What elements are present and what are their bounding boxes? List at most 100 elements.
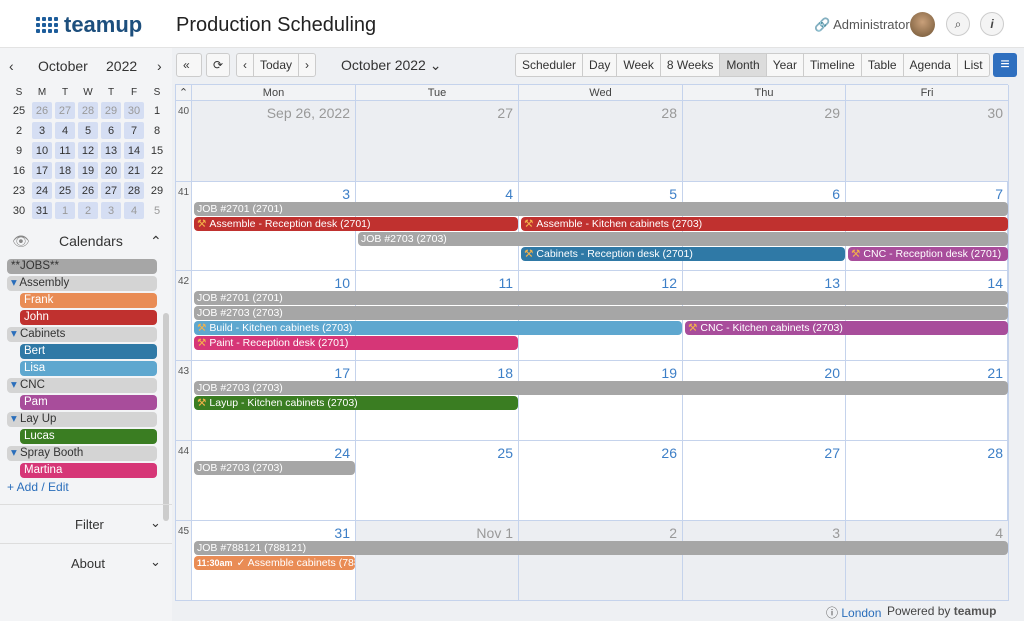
mini-day[interactable]: 3 bbox=[101, 202, 121, 219]
mini-day[interactable]: 3 bbox=[32, 122, 52, 139]
event-bar[interactable]: JOB #788121 (788121) bbox=[194, 541, 1008, 555]
mini-day[interactable]: 7 bbox=[124, 122, 144, 139]
mini-day[interactable]: 5 bbox=[78, 122, 98, 139]
mini-day[interactable]: 25 bbox=[55, 182, 75, 199]
mini-day[interactable]: 14 bbox=[124, 142, 144, 159]
day-cell[interactable]: 20 bbox=[683, 361, 846, 441]
day-number[interactable]: 20 bbox=[824, 365, 840, 381]
day-cell[interactable]: Sep 26, 2022 bbox=[192, 101, 356, 182]
event-bar[interactable]: ⚒ Layup - Kitchen cabinets (2703) bbox=[194, 396, 518, 410]
caret-down-icon[interactable]: ▾ bbox=[11, 413, 20, 425]
mini-day[interactable]: 16 bbox=[12, 164, 26, 177]
view-table[interactable]: Table bbox=[862, 54, 904, 76]
event-bar[interactable]: ⚒ Build - Kitchen cabinets (2703) bbox=[194, 321, 682, 335]
scrollbar[interactable] bbox=[163, 313, 169, 521]
mini-day[interactable]: 22 bbox=[150, 164, 164, 177]
caret-down-icon[interactable]: ▾ bbox=[11, 277, 20, 289]
mini-day[interactable]: 29 bbox=[150, 184, 164, 197]
mini-day[interactable]: 19 bbox=[78, 162, 98, 179]
day-cell[interactable]: 28 bbox=[519, 101, 683, 182]
search-button[interactable]: ⌕ bbox=[946, 12, 970, 36]
event-bar[interactable]: ⚒ Cabinets - Reception desk (2701) bbox=[521, 247, 845, 261]
event-bar[interactable]: JOB #2703 (2703) bbox=[358, 232, 1008, 246]
view-week[interactable]: Week bbox=[617, 54, 661, 76]
view-scheduler[interactable]: Scheduler bbox=[516, 54, 584, 76]
day-cell[interactable]: 25 bbox=[356, 441, 519, 521]
view-timeline[interactable]: Timeline bbox=[804, 54, 862, 76]
user-link[interactable]: 🔗 Administrator bbox=[814, 17, 910, 32]
day-cell[interactable]: 27 bbox=[356, 101, 519, 182]
day-number[interactable]: 5 bbox=[669, 186, 677, 202]
view-8-weeks[interactable]: 8 Weeks bbox=[661, 54, 721, 76]
mini-day[interactable]: 21 bbox=[124, 162, 144, 179]
about-section[interactable]: About ⌄ bbox=[0, 543, 172, 581]
day-number[interactable]: 18 bbox=[497, 365, 513, 381]
mini-day[interactable]: 24 bbox=[32, 182, 52, 199]
eye-icon[interactable]: 👁 bbox=[12, 233, 30, 249]
calendar-item[interactable]: Lisa bbox=[20, 361, 157, 376]
collapse-rows-button[interactable]: ⌃ bbox=[176, 85, 192, 101]
day-cell[interactable]: 18 bbox=[356, 361, 519, 441]
calendar-item[interactable]: ▾ Lay Up bbox=[7, 412, 157, 427]
day-cell[interactable]: 4 bbox=[356, 182, 519, 271]
mini-day[interactable]: 30 bbox=[124, 102, 144, 119]
day-number[interactable]: 21 bbox=[987, 365, 1003, 381]
prev-month-button[interactable]: ‹ bbox=[9, 58, 14, 74]
mini-day[interactable]: 13 bbox=[101, 142, 121, 159]
day-number[interactable]: 19 bbox=[661, 365, 677, 381]
mini-day[interactable]: 31 bbox=[32, 202, 52, 219]
calendar-item[interactable]: **JOBS** bbox=[7, 259, 157, 274]
mini-day[interactable]: 29 bbox=[101, 102, 121, 119]
event-bar[interactable]: ⚒ CNC - Kitchen cabinets (2703) bbox=[685, 321, 1008, 335]
day-number[interactable]: 25 bbox=[497, 445, 513, 461]
day-cell[interactable]: 28 bbox=[846, 441, 1009, 521]
day-number[interactable]: 4 bbox=[995, 525, 1003, 541]
mini-day[interactable]: 20 bbox=[101, 162, 121, 179]
today-button[interactable]: Today bbox=[254, 54, 300, 76]
mini-day[interactable]: 2 bbox=[15, 124, 23, 137]
mini-day[interactable]: 27 bbox=[55, 102, 75, 119]
mini-day[interactable]: 6 bbox=[101, 122, 121, 139]
day-number[interactable]: Sep 26, 2022 bbox=[266, 105, 350, 121]
day-number[interactable]: 2 bbox=[669, 525, 677, 541]
mini-day[interactable]: 4 bbox=[55, 122, 75, 139]
mini-day[interactable]: 28 bbox=[78, 102, 98, 119]
add-edit-link[interactable]: + Add / Edit bbox=[7, 480, 69, 494]
mini-day[interactable]: 18 bbox=[55, 162, 75, 179]
mini-day[interactable]: 27 bbox=[101, 182, 121, 199]
day-number[interactable]: 30 bbox=[987, 105, 1003, 121]
day-number[interactable]: 31 bbox=[334, 525, 350, 541]
day-number[interactable]: 27 bbox=[824, 445, 840, 461]
period-selector[interactable]: October 2022 ⌄ bbox=[341, 57, 442, 73]
mini-day[interactable]: 9 bbox=[15, 144, 23, 157]
day-number[interactable]: Nov 1 bbox=[476, 525, 513, 541]
day-number[interactable]: 28 bbox=[661, 105, 677, 121]
day-number[interactable]: 6 bbox=[832, 186, 840, 202]
mini-day[interactable]: 10 bbox=[32, 142, 52, 159]
day-cell[interactable]: 2 bbox=[519, 521, 683, 601]
event-bar[interactable]: JOB #2701 (2701) bbox=[194, 202, 1008, 216]
day-cell[interactable]: 31 bbox=[192, 521, 356, 601]
timezone-link[interactable]: ⓘ London bbox=[826, 606, 882, 620]
day-number[interactable]: 26 bbox=[661, 445, 677, 461]
day-cell[interactable]: Nov 1 bbox=[356, 521, 519, 601]
calendar-item[interactable]: ▾ Assembly bbox=[7, 276, 157, 291]
teamup-logo[interactable]: teamup bbox=[36, 12, 142, 38]
chevron-up-icon[interactable]: ⌃ bbox=[150, 233, 162, 249]
day-number[interactable]: 3 bbox=[342, 186, 350, 202]
day-number[interactable]: 11 bbox=[498, 275, 513, 291]
calendar-item[interactable]: Frank bbox=[20, 293, 157, 308]
mini-day[interactable]: 2 bbox=[78, 202, 98, 219]
day-number[interactable]: 28 bbox=[987, 445, 1003, 461]
day-cell[interactable]: 29 bbox=[683, 101, 846, 182]
day-number[interactable]: 13 bbox=[824, 275, 840, 291]
mini-day[interactable]: 23 bbox=[12, 184, 26, 197]
calendar-item[interactable]: Pam bbox=[20, 395, 157, 410]
day-number[interactable]: 12 bbox=[661, 275, 677, 291]
calendar-item[interactable]: ▾ CNC bbox=[7, 378, 157, 393]
avatar[interactable] bbox=[910, 12, 935, 37]
next-button[interactable]: › bbox=[305, 58, 310, 72]
day-number[interactable]: 4 bbox=[505, 186, 513, 202]
day-number[interactable]: 10 bbox=[334, 275, 350, 291]
mini-day[interactable]: 25 bbox=[12, 104, 26, 117]
